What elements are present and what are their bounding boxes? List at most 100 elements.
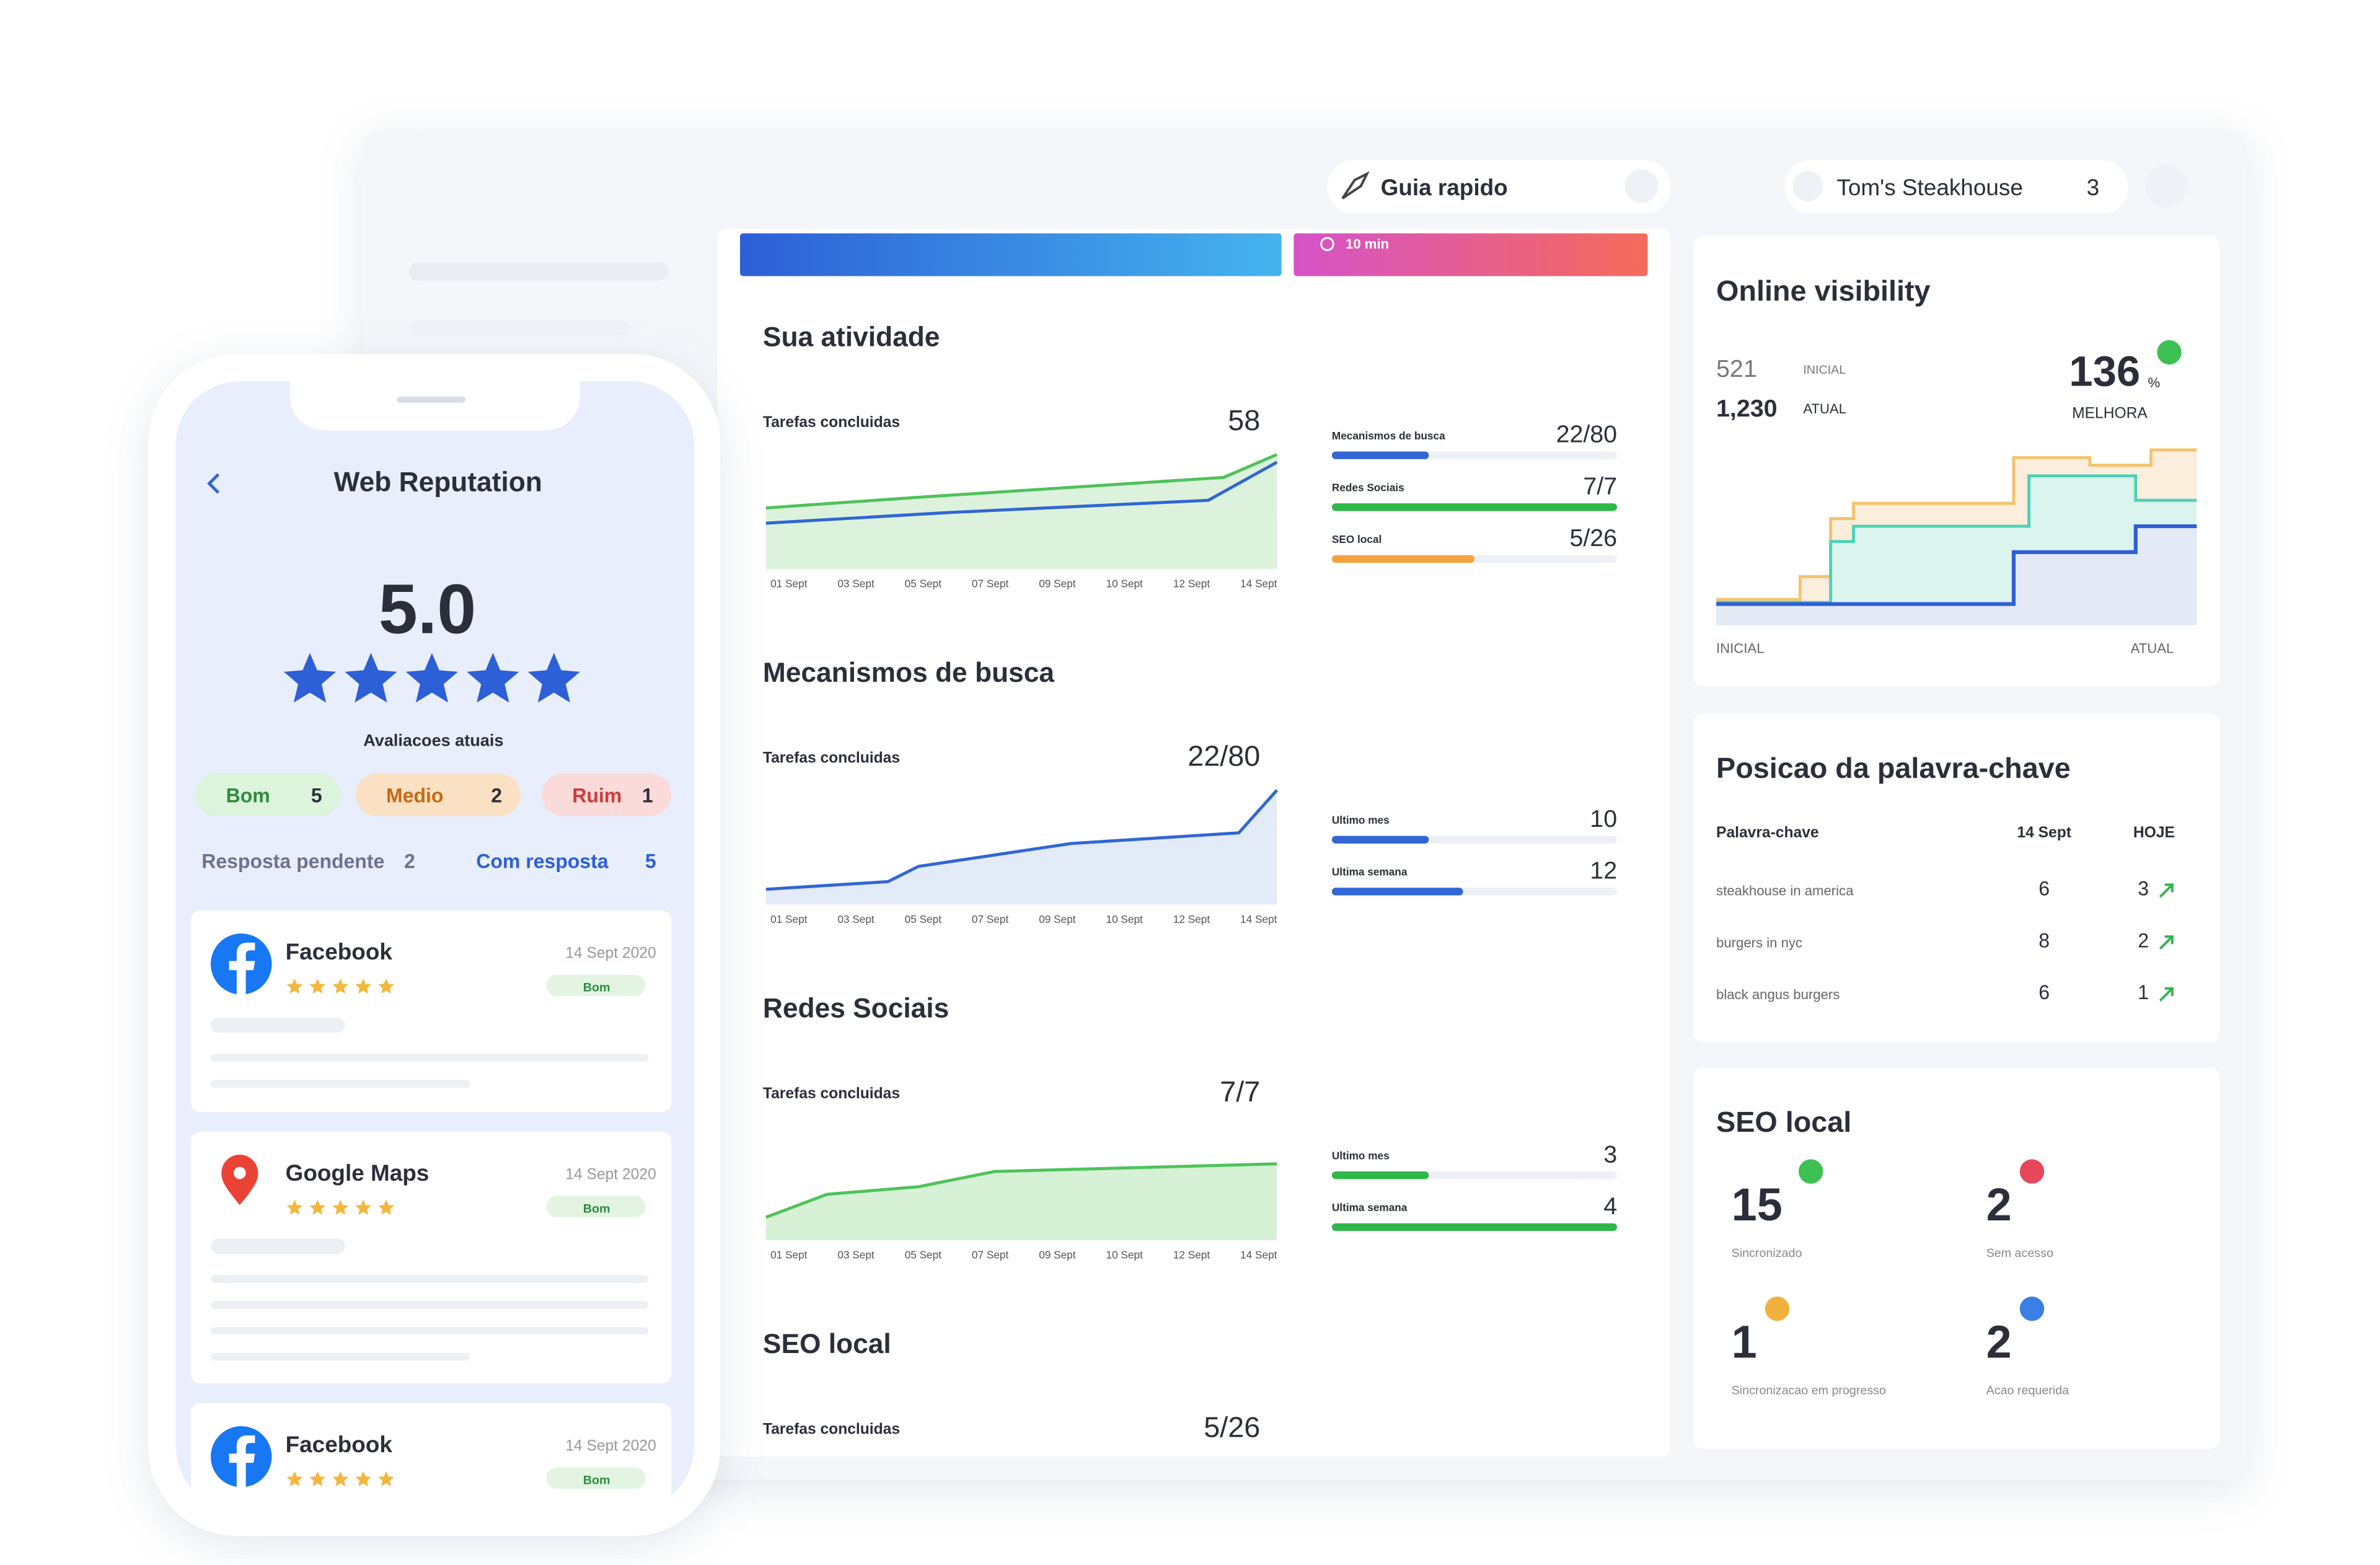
status-icon	[1765, 1296, 1790, 1321]
facebook-f	[229, 1435, 255, 1488]
progress-banner	[740, 233, 1282, 276]
account-selector[interactable]: Tom's Steakhouse 3	[1784, 160, 2128, 214]
bar-label: Mecanismos de busca	[1332, 430, 1445, 442]
chart-line	[765, 453, 1278, 509]
review-tag: Bom	[583, 981, 610, 995]
bar-value: 4	[1603, 1192, 1617, 1220]
x-label: 07 Sept	[972, 1248, 1009, 1261]
improvement-value: 136	[2069, 348, 2140, 395]
sidebar-placeholder	[408, 320, 630, 336]
review-star	[286, 1199, 303, 1215]
text-placeholder	[211, 1352, 470, 1361]
chart-area	[765, 790, 1277, 905]
initial-label: INICIAL	[1803, 363, 1846, 377]
rocket-icon	[1341, 171, 1370, 200]
tab[interactable]: Com resposta 5	[476, 850, 656, 872]
bar-label: Ultimo mes	[1332, 814, 1390, 826]
text-placeholder	[211, 1054, 649, 1062]
tab[interactable]: Resposta pendente 2	[201, 850, 415, 872]
chip-count: 5	[311, 784, 322, 806]
chart-line	[765, 461, 1278, 525]
rank: 8	[2038, 929, 2050, 951]
keyword-card	[1693, 713, 2220, 1042]
review-star	[378, 1471, 394, 1487]
chip-bg	[355, 773, 521, 816]
column-header: 14 Sept	[2017, 824, 2071, 841]
x-label: 14 Sept	[1240, 577, 1277, 589]
tab-count: 2	[404, 850, 415, 872]
bar-label: Ultimo mes	[1332, 1149, 1390, 1162]
review-star	[378, 978, 394, 994]
bar-fill	[1331, 888, 1463, 896]
chart-line	[1716, 524, 2197, 606]
bar-value: 7/7	[1583, 472, 1617, 500]
review-card[interactable]: Facebook 14 Sept 2020 Bom	[191, 910, 672, 1113]
review-date: 14 Sept 2020	[565, 945, 656, 962]
bar-fill	[1331, 451, 1429, 459]
x-label: 10 Sept	[1106, 577, 1143, 589]
review-date: 14 Sept 2020	[565, 1166, 656, 1183]
tasks-label: Tarefas concluidas	[763, 1421, 900, 1437]
activity-section: Sua atividade Tarefas concluidas 58 01 Sept…	[763, 322, 1618, 589]
keyword: steakhouse in america	[1716, 883, 1854, 899]
axis-label: ATUAL	[2131, 640, 2174, 656]
bar-fill	[1331, 1223, 1618, 1232]
text-placeholder	[211, 1275, 649, 1283]
back-button[interactable]	[207, 473, 220, 494]
review-star	[309, 1471, 326, 1487]
section-title: Sua atividade	[763, 322, 940, 353]
filter-chip[interactable]: Ruim 1	[542, 773, 672, 816]
initial-value: 521	[1716, 355, 1757, 382]
rating-star	[467, 653, 519, 703]
user-avatar[interactable]	[2144, 164, 2188, 208]
tasks-label: Tarefas concluidas	[763, 1085, 900, 1102]
bar-value: 22/80	[1556, 421, 1617, 448]
tag-bg	[546, 974, 646, 997]
review-card[interactable]: Facebook 14 Sept 2020 Bom	[191, 1403, 672, 1510]
improvement-unit: %	[2148, 375, 2161, 390]
review-star	[309, 978, 326, 994]
timer-label: 10 min	[1346, 236, 1389, 252]
review-star	[332, 978, 349, 994]
trend-up-icon	[2159, 883, 2174, 898]
filter-chip[interactable]: Medio 2	[355, 773, 521, 816]
x-label: 10 Sept	[1106, 1248, 1143, 1261]
seo-count: 15	[1732, 1179, 1783, 1230]
bar-fill	[1331, 555, 1474, 563]
bar-fill	[1331, 1171, 1429, 1179]
clock-icon	[1320, 237, 1334, 252]
chip-label: Medio	[386, 784, 443, 806]
tasks-value: 5/26	[1204, 1411, 1260, 1443]
filter-chip[interactable]: Bom 5	[195, 773, 341, 816]
trend-up-icon	[2159, 935, 2174, 950]
card-title: Posicao da palavra-chave	[1716, 752, 2071, 784]
text-placeholder	[211, 1301, 649, 1309]
review-date: 14 Sept 2020	[565, 1437, 656, 1454]
card-bg	[191, 1132, 672, 1384]
x-label: 09 Sept	[1039, 577, 1076, 589]
review-card[interactable]: Google Maps 14 Sept 2020 Bom	[191, 1132, 672, 1384]
current-value: 1,230	[1716, 395, 1778, 422]
tasks-value: 7/7	[1220, 1075, 1260, 1108]
rank: 6	[2038, 981, 2050, 1003]
quick-guide-label: Guia rapido	[1381, 175, 1508, 200]
bar-fill	[1331, 503, 1618, 511]
seo-label: Acao requerida	[1986, 1383, 2069, 1397]
review-star	[355, 978, 371, 994]
seo-local: SEO local 15 Sincronizado 2 Sem acesso 1 Sincr…	[1716, 1106, 2069, 1397]
column-header: Palavra-chave	[1716, 824, 1819, 841]
review-source: Facebook	[286, 1432, 393, 1457]
rating-star	[405, 653, 458, 703]
seo-count: 1	[1732, 1316, 1757, 1367]
seo-count: 2	[1986, 1316, 2012, 1367]
x-label: 01 Sept	[770, 1248, 808, 1261]
section-title: Redes Sociais	[763, 993, 949, 1023]
status-icon	[2019, 1296, 2045, 1321]
pill	[1327, 160, 1671, 214]
review-star	[286, 978, 303, 994]
quick-guide-button[interactable]: Guia rapido	[1327, 160, 1671, 214]
bar-value: 5/26	[1569, 524, 1617, 552]
x-label: 10 Sept	[1106, 913, 1143, 925]
x-label: 05 Sept	[905, 913, 942, 925]
facebook-f	[229, 942, 255, 995]
